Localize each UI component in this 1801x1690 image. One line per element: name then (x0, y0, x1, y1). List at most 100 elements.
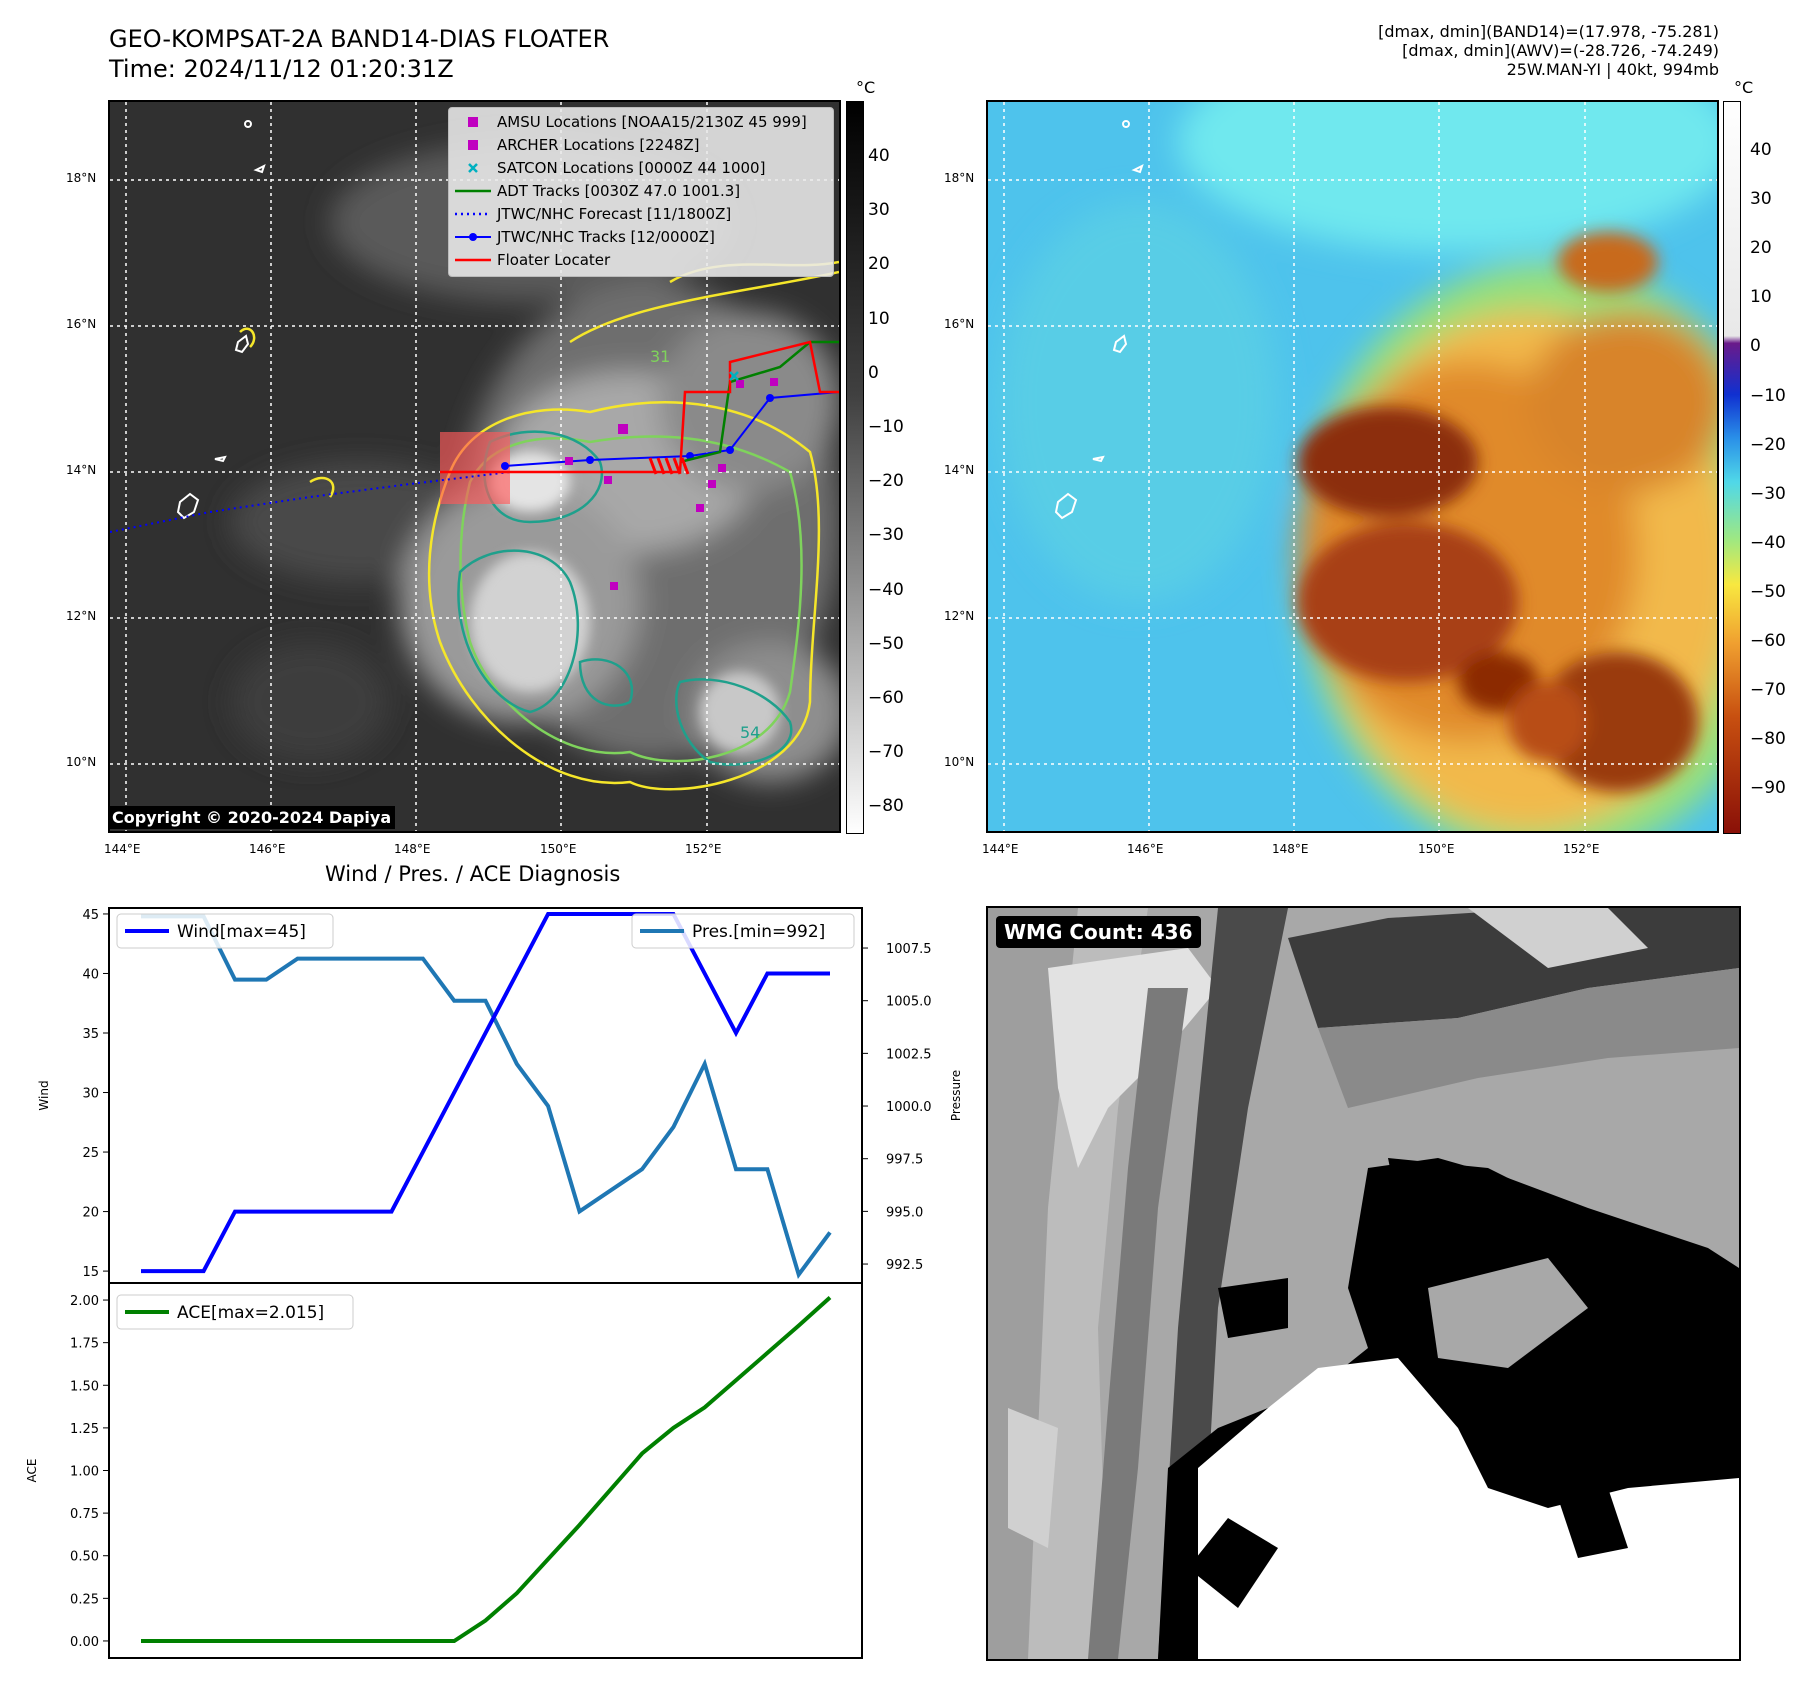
colorbar-tick: 20 (868, 254, 890, 275)
pressure-tick-label: 992.5 (886, 1258, 923, 1273)
pressure-axis-label: Pressure (949, 1070, 963, 1121)
ace-tick-label: 1.75 (70, 1337, 99, 1352)
lat-label: 10°N (66, 755, 97, 769)
ace-tick-label: 0.50 (70, 1550, 99, 1565)
pressure-tick-label: 995.0 (886, 1205, 923, 1220)
colorbar-tick: 20 (1750, 238, 1772, 259)
lat-label: 12°N (944, 609, 975, 623)
colorbar-tick: −30 (868, 525, 904, 546)
colorbar-tick: −90 (1750, 778, 1786, 799)
wind-tick-label: 45 (82, 908, 99, 923)
wmg-count-label: WMG Count: 436 (996, 916, 1201, 948)
ace-series-line (141, 1296, 832, 1643)
lon-label: 150°E (540, 842, 577, 856)
adt-track (679, 340, 839, 464)
ir-color-map-panel (986, 100, 1719, 833)
ace-tick-label: 0.25 (70, 1592, 99, 1607)
dot-line-icon (449, 232, 497, 242)
colorbar-tick: −40 (868, 579, 904, 600)
lat-label: 18°N (944, 171, 975, 185)
lat-label: 14°N (66, 463, 97, 477)
lat-label: 12°N (66, 609, 97, 623)
wind-tick-label: 35 (82, 1027, 99, 1042)
lon-label: 144°E (104, 842, 141, 856)
legend-satcon: SATCON Locations [0000Z 44 1000] (449, 157, 833, 179)
legend-archer: ARCHER Locations [2248Z] (449, 134, 833, 156)
colorbar-tick: −20 (868, 471, 904, 492)
wmg-image (988, 908, 1739, 1659)
square-icon (449, 139, 497, 151)
ace-tick-label: 1.25 (70, 1422, 99, 1437)
colorbar-tick: −50 (1750, 581, 1786, 602)
pressure-tick-label: 1002.5 (886, 1047, 932, 1062)
bottom-axes-frame (108, 1282, 863, 1659)
colorbar-tick: −60 (868, 688, 904, 708)
ace-tick-label: 1.00 (70, 1465, 99, 1480)
top-axes-frame (108, 907, 863, 1284)
colorbar-tick: −10 (1750, 385, 1786, 406)
wind-tick-label: 40 (82, 967, 99, 982)
colorbar-tick: −30 (1750, 483, 1786, 504)
ace-tick-label: 2.00 (70, 1294, 99, 1309)
wind-legend-label: Wind[max=45] (177, 922, 306, 942)
legend-adt: ADT Tracks [0030Z 47.0 1001.3] (449, 180, 833, 202)
lon-label: 146°E (249, 842, 286, 856)
line-icon (449, 188, 497, 194)
colorbar-tick: −80 (868, 796, 904, 817)
jtwc-forecast-track (110, 471, 511, 533)
stats-text: [dmax, dmin](BAND14)=(17.978, -75.281) [… (1378, 22, 1719, 79)
ace-tick-label: 0.00 (70, 1635, 99, 1650)
contour-label-31: 31 (650, 347, 670, 366)
diagnosis-chart: 15 20 25 30 35 40 45 992.5 995.0 997.5 1000.0 1002.… (25, 907, 963, 1659)
ace-legend-box (116, 1294, 354, 1330)
colorbar-color (1723, 101, 1741, 834)
pressure-tick-label: 1000.0 (886, 1100, 932, 1115)
colorbar-tick: 40 (868, 146, 890, 166)
wind-tick-label: 15 (82, 1265, 99, 1280)
legend-amsu: AMSU Locations [NOAA15/2130Z 45 999] (449, 111, 833, 133)
copyright-label: Copyright © 2020-2024 Dapiya (108, 806, 396, 829)
lon-label: 144°E (982, 842, 1019, 856)
amsu-archer-markers (565, 378, 778, 590)
stats-line-1: [dmax, dmin](BAND14)=(17.978, -75.281) (1378, 22, 1719, 41)
wind-tick-label: 25 (82, 1146, 99, 1161)
lon-label: 146°E (1127, 842, 1164, 856)
colorbar-tick: 0 (868, 362, 879, 383)
wind-tick-label: 20 (82, 1206, 99, 1221)
map-legend: AMSU Locations [NOAA15/2130Z 45 999] ARC… (448, 107, 834, 277)
colorbar-tick: −80 (1750, 729, 1786, 750)
colorbar-tick: 0 (1750, 336, 1761, 357)
ace-legend-label: ACE[max=2.015] (177, 1303, 324, 1323)
pressure-series-line (141, 914, 832, 1280)
wind-axis-label: Wind (37, 1080, 51, 1110)
figure-title: GEO-KOMPSAT-2A BAND14-DIAS FLOATER Time: … (109, 25, 610, 83)
colorbar-tick: −50 (868, 633, 904, 654)
lat-label: 16°N (66, 317, 97, 331)
wind-legend-box (116, 913, 334, 949)
lat-label: 18°N (66, 171, 97, 185)
floater-locater-marks (648, 457, 690, 475)
line-icon (449, 257, 497, 263)
floater-locator-box (440, 432, 510, 504)
colorbar-unit: °C (1734, 78, 1754, 97)
pressure-tick-label: 997.5 (886, 1153, 923, 1168)
square-icon (449, 116, 497, 128)
lon-label: 152°E (1563, 842, 1600, 856)
stats-line-2: [dmax, dmin](AWV)=(-28.726, -74.249) (1402, 41, 1719, 60)
colorbar-tick: −70 (868, 742, 904, 763)
ir-color-map-image (988, 102, 1717, 831)
colorbar-tick: −20 (1750, 434, 1786, 455)
legend-jtwc-tracks: JTWC/NHC Tracks [12/0000Z] (449, 226, 833, 248)
colorbar-tick: 30 (868, 200, 890, 221)
colorbar-tick: −70 (1750, 680, 1786, 701)
lat-label: 16°N (944, 317, 975, 331)
colorbar-tick: 10 (1750, 287, 1772, 308)
colorbar-tick: 30 (1750, 189, 1772, 210)
ace-axis-label: ACE (25, 1459, 39, 1483)
wind-series-line (141, 912, 830, 1274)
chart-title: Wind / Pres. / ACE Diagnosis (325, 862, 621, 886)
wind-tick-label: 30 (82, 1087, 99, 1102)
lat-label: 10°N (944, 755, 975, 769)
colorbar-tick: 10 (868, 308, 890, 329)
contour-label-54: 54 (740, 723, 760, 742)
